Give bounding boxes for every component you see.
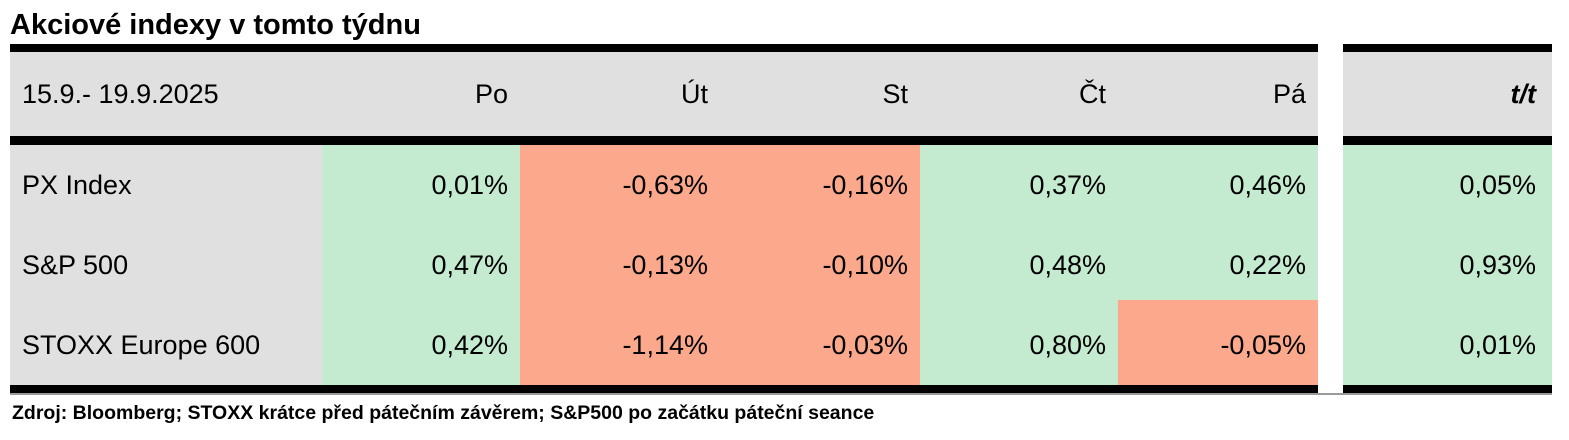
- index-table: 15.9.- 19.9.2025 Po Út St Čt Pá t/t PX I…: [10, 44, 1552, 395]
- day-header-st: St: [720, 52, 920, 136]
- day-header-pa: Pá: [1118, 52, 1318, 136]
- top-rule-gap: [1318, 44, 1343, 52]
- header-gap: [1318, 52, 1343, 136]
- cell-px-st: -0,16%: [720, 145, 920, 225]
- cell-sp-st: -0,10%: [720, 225, 920, 305]
- row-gap: [1318, 305, 1343, 385]
- cell-px-ct: 0,37%: [920, 145, 1118, 225]
- bottom-rule-tt: [1343, 385, 1552, 393]
- cell-stoxx-tt: 0,01%: [1343, 305, 1552, 385]
- cell-stoxx-po: 0,42%: [322, 305, 520, 385]
- cell-stoxx-ct: 0,80%: [920, 305, 1118, 385]
- source-note: Zdroj: Bloomberg; STOXX krátce před páte…: [12, 402, 875, 424]
- header-rule-main: [10, 136, 1318, 145]
- bottom-rule-gap: [1318, 385, 1343, 393]
- cell-px-pa: 0,46%: [1118, 145, 1318, 225]
- bottom-thin-rule: [10, 393, 1552, 395]
- header-rule-gap: [1318, 136, 1343, 145]
- period-header: 15.9.- 19.9.2025: [10, 52, 322, 136]
- cell-stoxx-st: -0,03%: [720, 305, 920, 385]
- cell-sp-tt: 0,93%: [1343, 225, 1552, 305]
- cell-stoxx-pa: -0,05%: [1118, 305, 1318, 385]
- page-title: Akciové indexy v tomto týdnu: [10, 9, 421, 41]
- row-gap: [1318, 225, 1343, 305]
- row-gap: [1318, 145, 1343, 225]
- header-rule-tt: [1343, 136, 1552, 145]
- cell-sp-pa: 0,22%: [1118, 225, 1318, 305]
- cell-sp-po: 0,47%: [322, 225, 520, 305]
- cell-px-tt: 0,05%: [1343, 145, 1552, 225]
- cell-sp-ct: 0,48%: [920, 225, 1118, 305]
- top-rule-tt: [1343, 44, 1552, 52]
- day-header-po: Po: [322, 52, 520, 136]
- bottom-rule-main: [10, 385, 1318, 393]
- row-name-sp500: S&P 500: [10, 225, 322, 305]
- row-name-px-index: PX Index: [10, 145, 322, 225]
- cell-px-ut: -0,63%: [520, 145, 720, 225]
- row-name-stoxx600: STOXX Europe 600: [10, 305, 322, 385]
- week-total-header: t/t: [1343, 52, 1552, 136]
- cell-sp-ut: -0,13%: [520, 225, 720, 305]
- cell-px-po: 0,01%: [322, 145, 520, 225]
- top-rule-main: [10, 44, 1318, 52]
- day-header-ut: Út: [520, 52, 720, 136]
- day-header-ct: Čt: [920, 52, 1118, 136]
- cell-stoxx-ut: -1,14%: [520, 305, 720, 385]
